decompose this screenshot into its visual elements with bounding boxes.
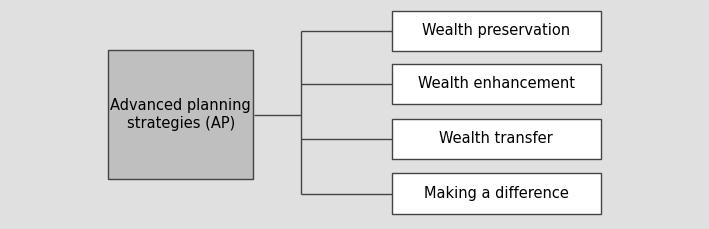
FancyBboxPatch shape [391,64,601,104]
Text: Wealth transfer: Wealth transfer [440,131,553,146]
FancyBboxPatch shape [391,11,601,51]
FancyBboxPatch shape [108,50,254,179]
Text: Making a difference: Making a difference [424,186,569,201]
FancyBboxPatch shape [391,119,601,158]
FancyBboxPatch shape [391,174,601,213]
Text: Wealth preservation: Wealth preservation [423,23,570,38]
Text: Advanced planning
strategies (AP): Advanced planning strategies (AP) [111,98,251,131]
Text: Wealth enhancement: Wealth enhancement [418,76,575,91]
